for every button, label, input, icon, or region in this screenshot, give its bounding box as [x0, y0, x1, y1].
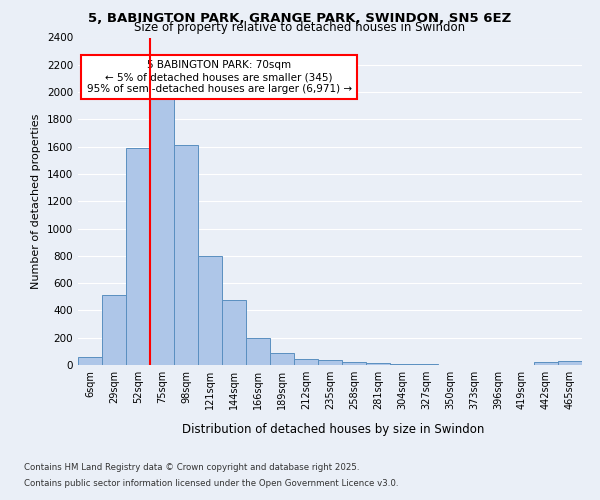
Bar: [270, 352, 294, 365]
Bar: [558, 361, 582, 365]
Bar: [294, 359, 318, 365]
Bar: [318, 360, 342, 365]
Text: 5, BABINGTON PARK, GRANGE PARK, SWINDON, SN5 6EZ: 5, BABINGTON PARK, GRANGE PARK, SWINDON,…: [88, 12, 512, 24]
Bar: [198, 256, 222, 365]
Text: Size of property relative to detached houses in Swindon: Size of property relative to detached ho…: [134, 22, 466, 35]
Bar: [222, 300, 246, 365]
Bar: [174, 146, 198, 365]
Text: Contains HM Land Registry data © Crown copyright and database right 2025.: Contains HM Land Registry data © Crown c…: [24, 464, 359, 472]
Text: 5 BABINGTON PARK: 70sqm
← 5% of detached houses are smaller (345)
95% of semi-de: 5 BABINGTON PARK: 70sqm ← 5% of detached…: [86, 60, 352, 94]
Text: Distribution of detached houses by size in Swindon: Distribution of detached houses by size …: [182, 422, 484, 436]
Bar: [534, 362, 558, 365]
Bar: [390, 364, 414, 365]
Y-axis label: Number of detached properties: Number of detached properties: [31, 114, 41, 289]
Bar: [342, 362, 366, 365]
Text: Contains public sector information licensed under the Open Government Licence v3: Contains public sector information licen…: [24, 478, 398, 488]
Bar: [150, 98, 174, 365]
Bar: [414, 364, 438, 365]
Bar: [102, 296, 126, 365]
Bar: [366, 363, 390, 365]
Bar: [126, 148, 150, 365]
Bar: [246, 338, 270, 365]
Bar: [78, 357, 102, 365]
